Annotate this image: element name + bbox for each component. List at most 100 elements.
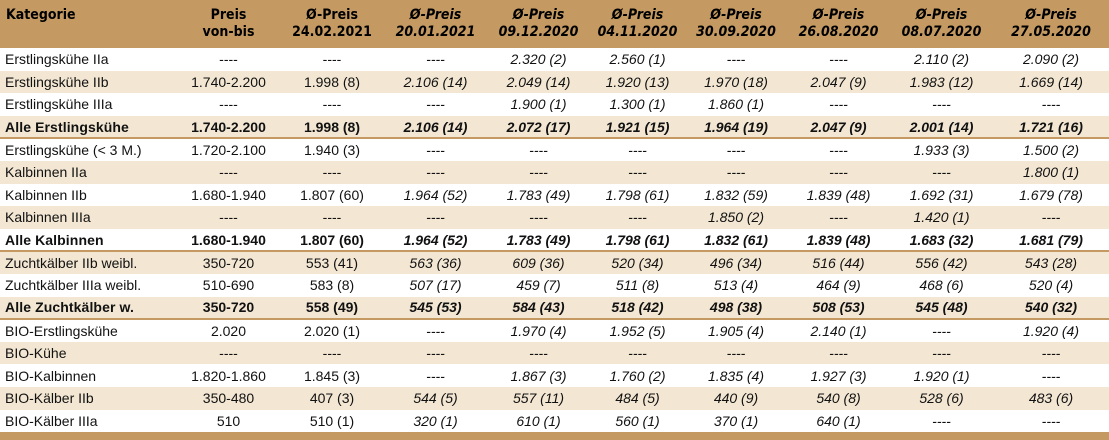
avg-price-cell: 1.920 (1) [913,367,970,384]
avg-price-cell: 508 (53) [787,296,890,321]
avg-price-cell: 1.900 (1) [510,96,567,113]
avg-price-cell: 563 (36) [409,255,462,272]
header-label: Ø-Preis [812,7,865,23]
avg-price-cell: ---- [426,209,445,226]
price-range-cell: 1.740-2.200 [191,73,266,90]
avg-price-cell: 1.964 (52) [384,228,487,253]
table-row: Alle Kalbinnen 1.680-1.940 1.807 (60) 1.964… [0,228,1109,253]
avg-price-cell: 510 (1) [309,412,355,429]
avg-price-cell: ---- [529,209,548,226]
header-avg-price-8: Ø-Preis 27.05.2020 [993,0,1109,48]
avg-price-cell: ---- [1041,412,1061,429]
header-price-range: Preis von-bis [177,0,280,48]
avg-price-cell: ---- [426,51,445,68]
avg-price-cell: 2.047 (9) [810,73,867,90]
avg-price-cell: 1.920 (13) [605,73,670,90]
avg-price-cell: 1.860 (1) [707,96,765,113]
avg-price-cell: 1.998 (8) [303,73,361,90]
avg-price-cell: 2.072 (17) [487,115,590,140]
table-row: BIO-Kalbinnen 1.820-1.860 1.845 (3) ---- 1.8… [0,364,1109,387]
avg-price-cell: 459 (7) [516,277,561,294]
avg-price-cell: 640 (1) [816,412,861,429]
avg-price-cell: ---- [726,142,746,159]
avg-price-cell: 1.970 (18) [704,73,768,90]
price-range-cell: 1.720-2.100 [191,142,266,159]
avg-price-cell: 1.783 (49) [487,228,590,253]
avg-price-cell: ---- [932,412,951,429]
table-row: BIO-Kälber IIIa 510 510 (1) 320 (1) 610 (1) 5… [0,409,1109,433]
avg-price-cell: 1.683 (32) [890,228,993,253]
avg-price-cell: 516 (44) [812,255,865,272]
header-date: 26.08.2020 [798,24,879,40]
avg-price-cell: 1.798 (61) [605,186,670,203]
avg-price-cell: ---- [628,209,647,226]
avg-price-cell: ---- [1041,345,1061,362]
avg-price-cell: 407 (3) [309,390,355,407]
header-avg-price-6: Ø-Preis 26.08.2020 [787,0,890,48]
avg-price-cell: 2.560 (1) [609,51,666,68]
avg-price-cell: 1.839 (48) [787,228,890,253]
header-date: 30.09.2020 [696,24,776,40]
avg-price-cell: 1.832 (59) [704,186,768,203]
price-range-cell: 1.680-1.940 [191,186,266,203]
avg-price-cell: 560 (1) [615,412,660,429]
avg-price-cell: 2.001 (14) [890,115,993,140]
avg-price-cell: 484 (5) [615,390,660,407]
row-category: Alle Kalbinnen [0,228,177,253]
avg-price-cell: ---- [628,164,647,181]
price-range-cell: 510-690 [202,277,255,294]
avg-price-cell: ---- [829,51,848,68]
avg-price-cell: ---- [322,164,342,181]
avg-price-cell: 540 (32) [993,296,1109,321]
avg-price-cell: 1.952 (5) [609,322,666,339]
avg-price-cell: 1.905 (4) [707,322,765,339]
avg-price-cell: 1.681 (79) [993,228,1109,253]
avg-price-cell: 1.933 (3) [913,142,970,159]
price-range-cell: 350-720 [177,296,280,321]
avg-price-cell: 518 (42) [590,296,685,321]
avg-price-cell: 520 (4) [1028,277,1074,294]
avg-price-cell: ---- [426,96,445,113]
avg-price-cell: 1.921 (15) [590,115,685,140]
avg-price-cell: 507 (17) [409,277,462,294]
avg-price-cell: ---- [1041,96,1061,113]
avg-price-cell: 1.500 (2) [1022,142,1080,159]
header-avg-price-4: Ø-Preis 04.11.2020 [590,0,685,48]
header-label: Ø-Preis [409,7,462,23]
avg-price-cell: ---- [426,322,445,339]
header-date: 27.05.2020 [1011,24,1091,40]
header-date: 20.01.2021 [395,24,476,40]
avg-price-cell: 1.964 (19) [685,115,787,140]
row-category: Erstlingskühe IIa [5,51,109,68]
avg-price-cell: ---- [529,164,548,181]
table-row: Erstlingskühe (< 3 M.) 1.720-2.100 1.940 (… [0,138,1109,161]
avg-price-cell: ---- [529,142,548,159]
avg-price-cell: 528 (6) [919,390,964,407]
avg-price-cell: 1.692 (31) [909,186,974,203]
avg-price-cell: ---- [322,51,342,68]
row-category: Alle Erstlingskühe [0,115,177,140]
price-range-cell: 350-480 [202,390,255,407]
header-date: 09.12.2020 [498,24,579,40]
avg-price-cell: 2.320 (2) [510,51,567,68]
avg-price-cell: 1.783 (49) [506,186,571,203]
avg-price-cell: 370 (1) [713,412,759,429]
table-row: Erstlingskühe IIa ---- ---- ---- 2.320 (2) 2.… [0,48,1109,71]
avg-price-cell: ---- [426,164,445,181]
row-category: Kalbinnen IIIa [5,209,91,226]
avg-price-cell: 557 (11) [512,390,565,407]
avg-price-cell: 1.839 (48) [806,186,871,203]
avg-price-cell: ---- [628,142,647,159]
avg-price-cell: 1.721 (16) [993,115,1109,140]
avg-price-cell: 556 (42) [915,255,968,272]
avg-price-cell: ---- [726,164,746,181]
avg-price-cell: ---- [628,345,647,362]
avg-price-cell: ---- [426,142,445,159]
table-row: Alle Erstlingskühe 1.740-2.200 1.998 (8) 2.… [0,115,1109,140]
avg-price-cell: 483 (6) [1028,390,1074,407]
avg-price-cell: 558 (49) [280,296,384,321]
header-avg-price-3: Ø-Preis 09.12.2020 [487,0,590,48]
row-category: Alle Zuchtkälber w. [0,296,177,321]
